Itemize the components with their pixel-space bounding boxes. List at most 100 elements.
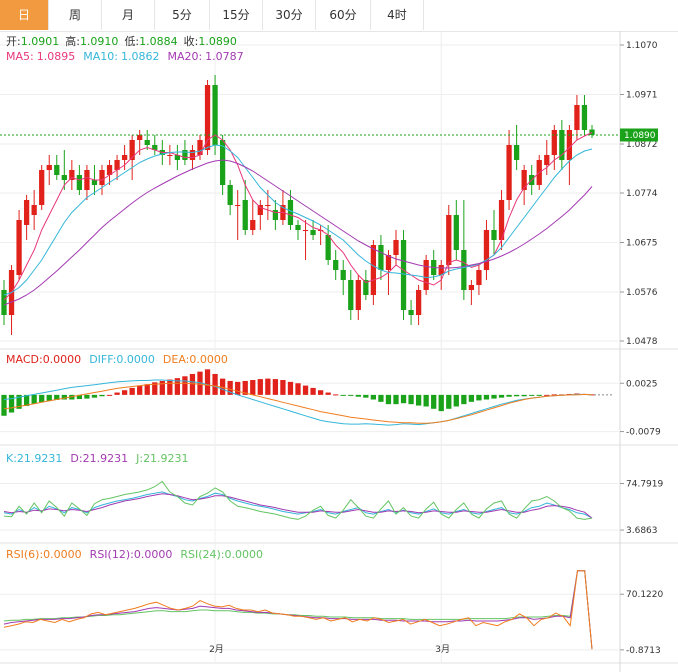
- k-value: 21.9231: [17, 452, 63, 465]
- macd-bar: [340, 394, 346, 396]
- macd-bar: [513, 394, 520, 397]
- candle-body: [423, 260, 429, 290]
- candle-body: [182, 150, 188, 160]
- macd-bar: [242, 380, 248, 395]
- macd-bar: [8, 394, 15, 413]
- macd-bar: [91, 394, 98, 398]
- price-y-tick-label: 1.0774: [626, 189, 658, 199]
- tab-week[interactable]: 周: [49, 0, 102, 30]
- candle-body: [144, 140, 150, 145]
- macd-bar: [84, 394, 90, 399]
- macd-bar: [129, 387, 135, 395]
- candle-body: [310, 230, 316, 235]
- candle-body: [61, 175, 67, 180]
- candle-body: [302, 230, 309, 231]
- tab-30min[interactable]: 30分: [263, 0, 316, 30]
- ma20-value: 1.0787: [205, 50, 244, 63]
- tab-5min[interactable]: 5分: [155, 0, 210, 30]
- tab-day[interactable]: 日: [0, 0, 49, 30]
- macd-bar: [476, 394, 482, 401]
- macd-bar: [461, 394, 467, 405]
- macd-bar: [99, 394, 105, 397]
- macd-legend: MACD:0.0000 DIFF:0.0000 DEA:0.0000: [6, 353, 228, 366]
- candle-body: [393, 240, 399, 255]
- macd-bar: [506, 394, 512, 397]
- ohlc-legend: 开:1.0901 高:1.0910 低:1.0884 收:1.0890: [6, 34, 237, 48]
- macd-bar: [355, 394, 361, 397]
- rsi12-value: 0.0000: [134, 548, 173, 561]
- macd-bar: [536, 394, 542, 396]
- macd-bar: [423, 394, 429, 407]
- macd-label: MACD:: [6, 353, 43, 366]
- candle-body: [385, 255, 392, 270]
- candle-body: [574, 105, 580, 130]
- price-y-tick-label: 1.0675: [626, 239, 658, 249]
- candle-body: [589, 129, 595, 135]
- d-label: D:: [70, 452, 82, 465]
- macd-bar: [295, 383, 301, 395]
- candle-body: [250, 220, 256, 230]
- candle-body: [483, 230, 490, 270]
- tab-month[interactable]: 月: [102, 0, 155, 30]
- candle-body: [408, 310, 414, 315]
- macd-bar: [393, 394, 399, 405]
- ticks-layer: 1.1070 1.0971 1.0872 1.0774 1.0675 1.0576 1.04…: [209, 41, 663, 656]
- candle-body: [189, 150, 196, 160]
- rsi6-label: RSI(6):: [6, 548, 43, 561]
- macd-bar: [431, 394, 437, 409]
- macd-bar: [159, 380, 165, 395]
- candle-body: [370, 245, 377, 295]
- tab-4hour[interactable]: 4时: [371, 0, 424, 30]
- candle-body: [521, 170, 527, 190]
- ma10-label: MA10:: [83, 50, 118, 63]
- macd-bar: [265, 378, 271, 395]
- macd-bar: [333, 394, 339, 396]
- price-y-tick-label: 1.0872: [626, 140, 658, 150]
- tab-15min[interactable]: 15分: [210, 0, 263, 30]
- open-value: 1.0901: [21, 35, 60, 48]
- macd-bar: [227, 380, 233, 395]
- macd-bar: [152, 382, 158, 395]
- candle-body: [438, 265, 444, 275]
- candle-body: [137, 135, 143, 140]
- macd-bar: [551, 394, 557, 396]
- dea-label: DEA:: [163, 353, 189, 366]
- j-value: 21.9231: [143, 452, 189, 465]
- candle-body: [167, 155, 173, 156]
- macd-bar: [31, 394, 37, 404]
- price-y-tick-label: 1.0971: [626, 91, 658, 101]
- diff-line: [3, 379, 593, 426]
- timeframe-tabs: 日 周 月 5分 15分 30分 60分 4时: [0, 0, 678, 32]
- candle-body: [468, 285, 475, 290]
- tab-60min[interactable]: 60分: [316, 0, 371, 30]
- current-price-tag: 1.0890: [620, 128, 658, 142]
- diff-label: DIFF:: [89, 353, 116, 366]
- candle-body: [76, 175, 83, 190]
- candle-body: [84, 170, 90, 190]
- ma20-line: [3, 159, 593, 306]
- macd-bar: [189, 373, 196, 395]
- candle-body: [99, 170, 105, 185]
- macd-bar: [39, 394, 45, 403]
- high-value: 1.0910: [80, 35, 119, 48]
- macd-bar: [219, 378, 226, 395]
- candle-body: [333, 260, 339, 270]
- rsi12-line: [3, 570, 593, 650]
- d-value: 21.9231: [83, 452, 129, 465]
- candle-body: [235, 205, 241, 206]
- macd-bar: [250, 380, 256, 395]
- macd-y-tick-label: 0.0025: [626, 379, 658, 389]
- candle-body: [23, 200, 30, 225]
- candle-body: [197, 140, 203, 155]
- macd-bar: [121, 390, 128, 395]
- macd-bar: [61, 394, 67, 400]
- candle-body: [287, 200, 294, 225]
- macd-bar: [114, 392, 120, 395]
- candle-body: [498, 200, 505, 240]
- macd-bar: [491, 394, 497, 399]
- close-value: 1.0890: [198, 35, 237, 48]
- rsi24-label: RSI(24):: [180, 548, 224, 561]
- macd-bar: [54, 394, 60, 400]
- candle-body: [212, 85, 218, 145]
- rsi24-line: [3, 570, 593, 650]
